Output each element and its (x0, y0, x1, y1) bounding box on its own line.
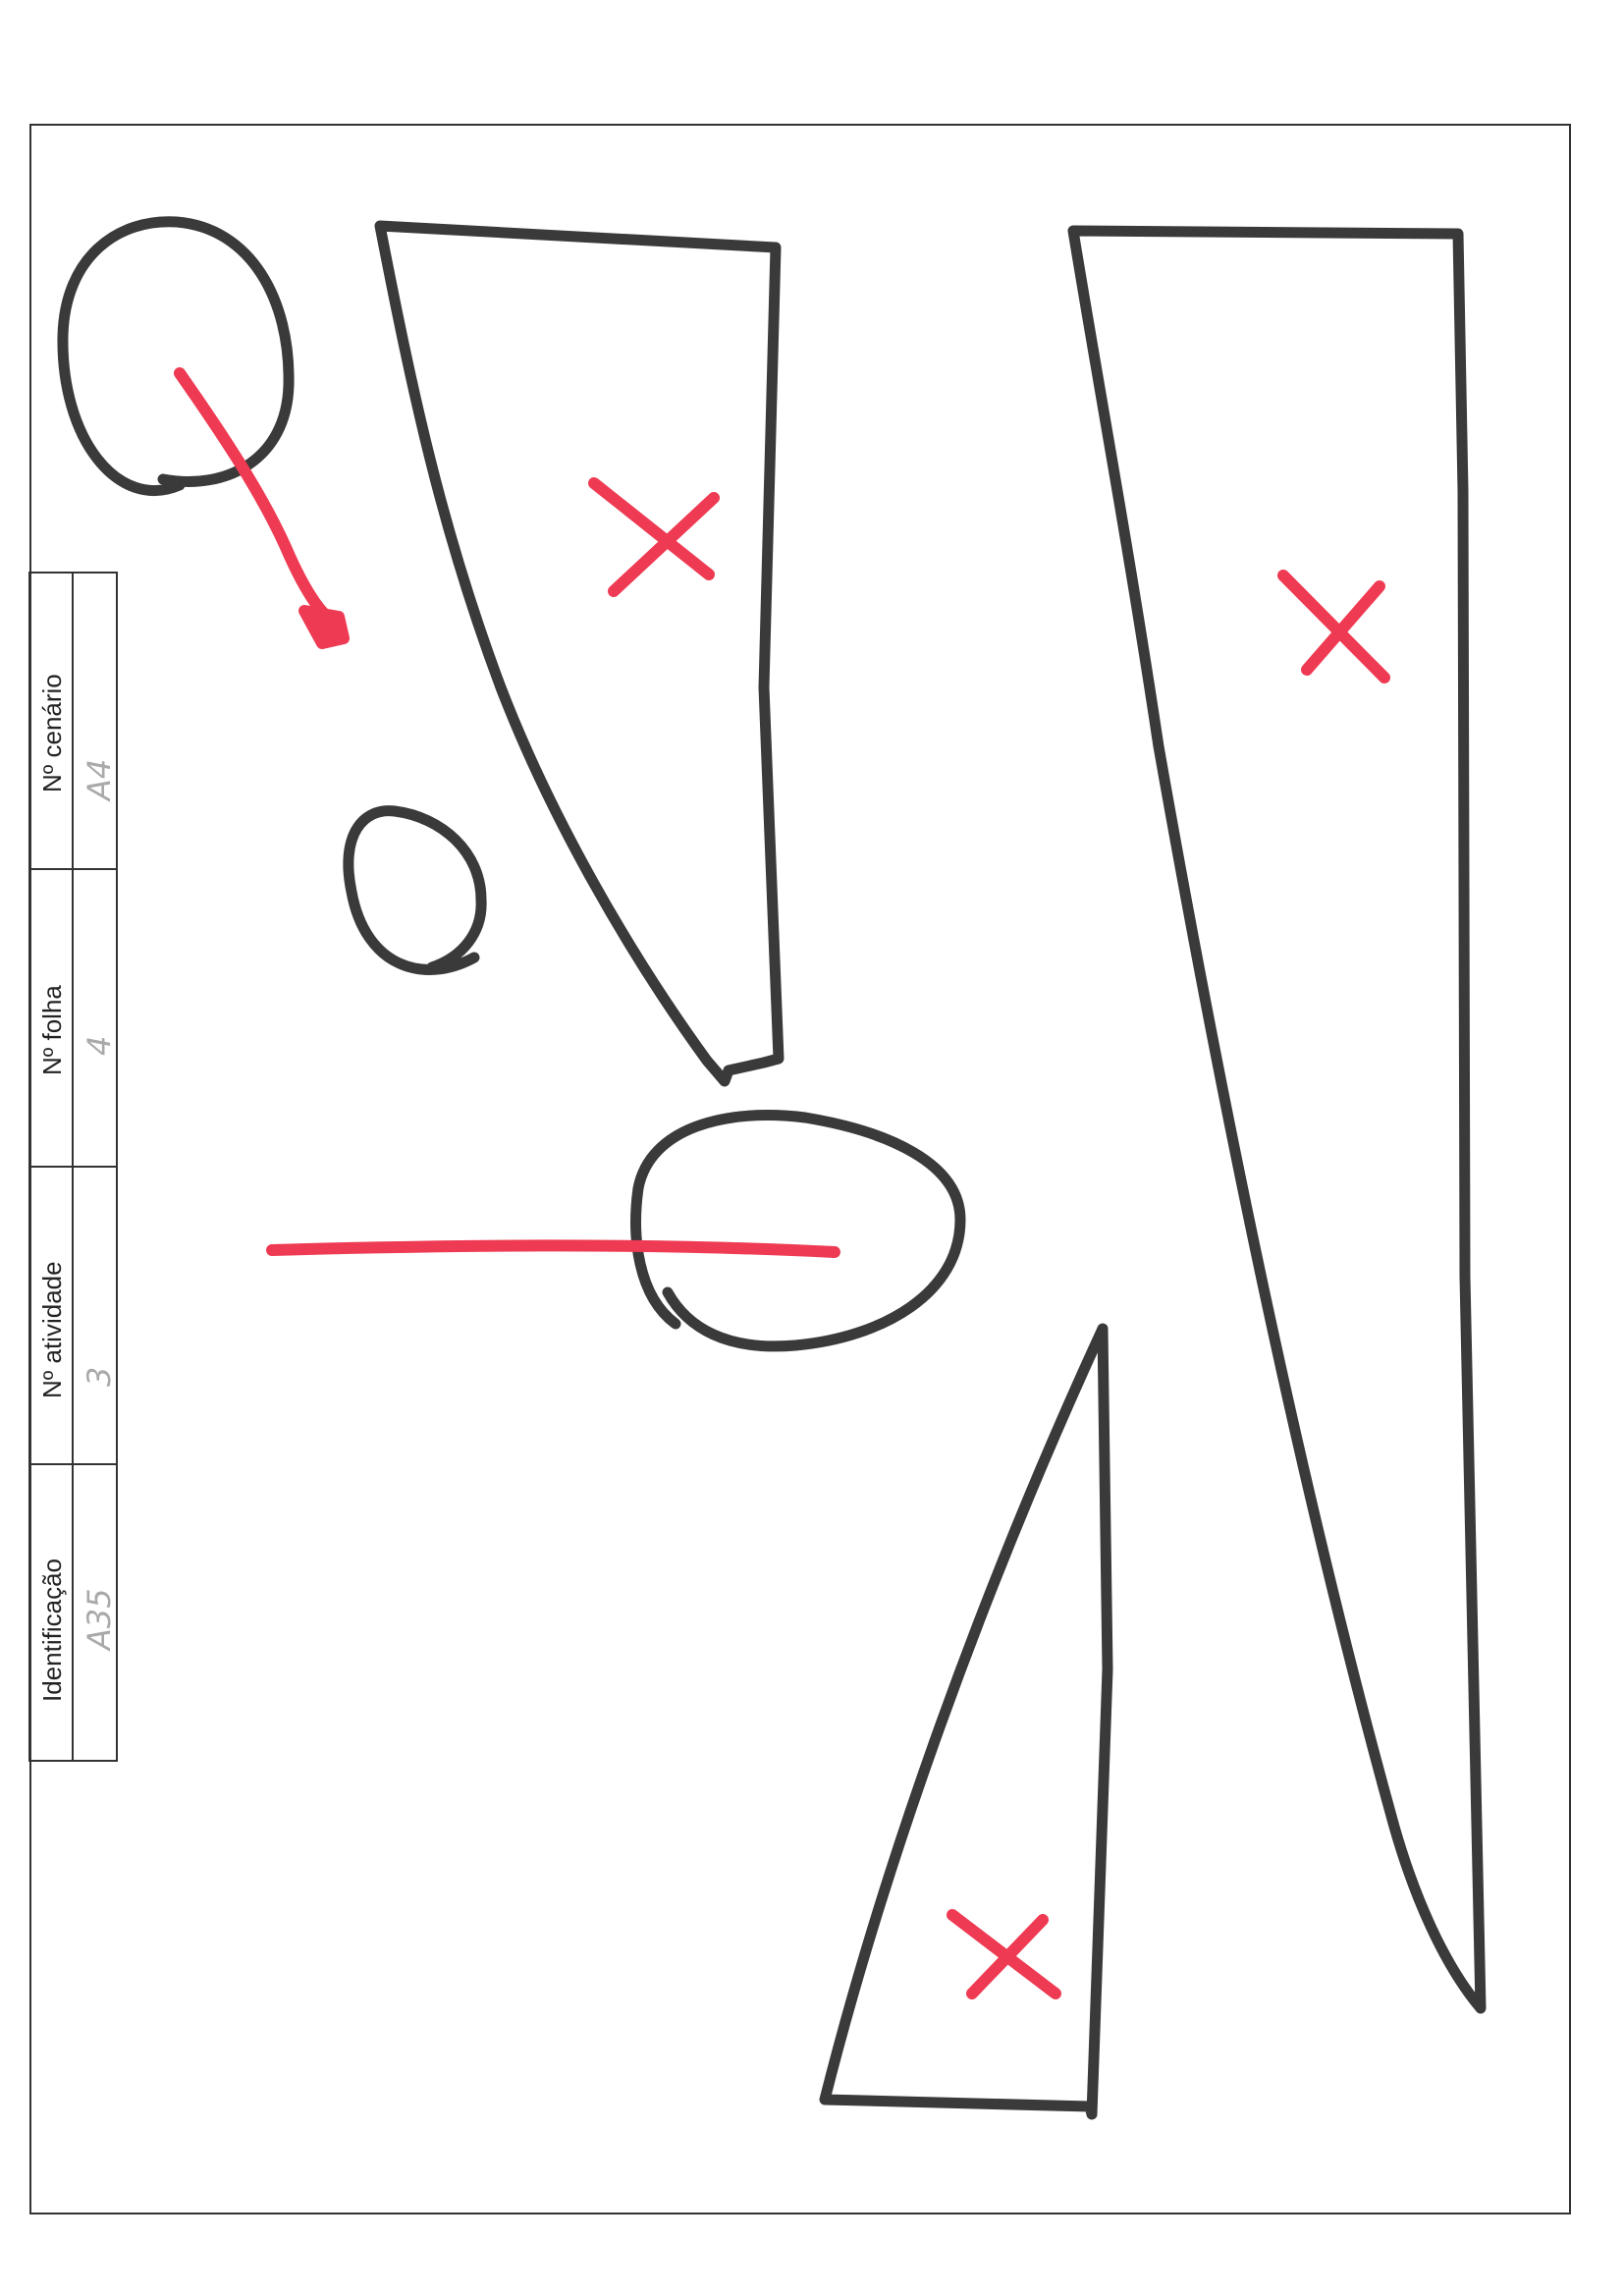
black-marker-drawings (57, 216, 1487, 2120)
field-value-folha: 4 (81, 1036, 118, 1056)
x-mark (608, 492, 720, 597)
field-label-cenario: Nº cenário (37, 674, 67, 793)
identification-form: Identificação Nº atividade Nº folha Nº c… (28, 572, 118, 1762)
red-marker-drawings (174, 367, 1390, 1999)
field-value-cenario: A4 (81, 759, 118, 802)
circle-shape (57, 216, 295, 496)
field-value-identificacao: A35 (81, 1588, 118, 1652)
x-mark (1277, 570, 1390, 683)
circle-shape (630, 1110, 966, 1352)
page-border (29, 124, 1571, 2214)
trapezoid-shape (1067, 225, 1487, 2014)
field-label-identificacao: Identificação (37, 1558, 67, 1702)
field-label-folha: Nº folha (37, 985, 67, 1075)
red-arrow-shaft (174, 367, 330, 620)
red-arrow-head (298, 605, 350, 649)
field-value-atividade: 3 (81, 1367, 118, 1387)
x-mark (1301, 580, 1385, 676)
circle-shape (343, 805, 487, 975)
triangle-shape (819, 1323, 1113, 2120)
x-mark (588, 477, 715, 580)
trapezoid-shape (374, 220, 785, 1087)
red-line (266, 1239, 840, 1258)
x-mark (966, 1914, 1049, 1999)
field-label-atividade: Nº atividade (37, 1261, 67, 1398)
